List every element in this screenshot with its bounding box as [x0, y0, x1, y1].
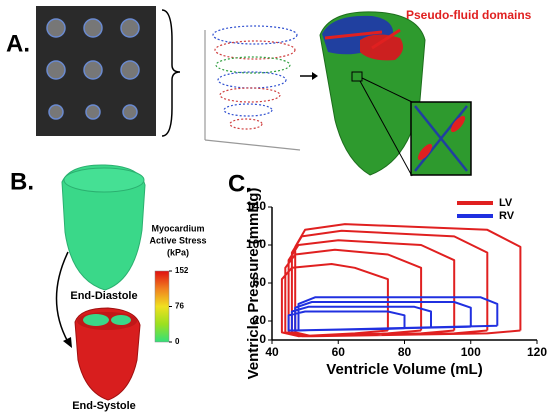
annotation: Pseudo-fluid domains	[406, 8, 532, 22]
legend-label: LV	[499, 197, 513, 209]
figure: A. Pseudo	[0, 0, 547, 412]
zoom-box	[411, 102, 471, 175]
colorbar-tick-label: 152	[175, 266, 189, 275]
legend-label: RV	[499, 210, 515, 222]
y-axis-label: Ventricle Pressure (mmHg)	[245, 188, 262, 380]
x-axis-label: Ventricle Volume (mL)	[326, 361, 482, 378]
state-label: End-Diastole	[70, 290, 137, 302]
x-tick-label: 60	[332, 345, 346, 359]
x-tick-label: 100	[461, 345, 481, 359]
colorbar-title: (kPa)	[167, 247, 189, 257]
arrow	[300, 72, 318, 80]
heart-model	[320, 12, 425, 176]
state-label: End-Systole	[72, 400, 136, 412]
x-tick-label: 40	[265, 345, 279, 359]
colorbar-tick-label: 76	[175, 302, 184, 311]
heart-diastole	[62, 165, 145, 290]
x-tick-label: 80	[398, 345, 412, 359]
slice-stack	[205, 26, 300, 150]
colorbar-title: Myocardium	[151, 223, 204, 233]
colorbar: Myocardium Active Stress (kPa) 152 76 0	[149, 223, 206, 346]
panel-label: A.	[6, 30, 30, 57]
panel-label: B.	[10, 168, 34, 195]
x-tick-label: 120	[527, 345, 547, 359]
colorbar-scale	[155, 271, 169, 342]
colorbar-tick-label: 0	[175, 337, 180, 346]
mri-grid	[36, 6, 156, 136]
bracket	[162, 10, 180, 136]
series-line	[289, 297, 498, 330]
colorbar-title: Active Stress	[149, 235, 206, 245]
heart-systole	[75, 308, 140, 400]
series-line	[282, 224, 521, 336]
